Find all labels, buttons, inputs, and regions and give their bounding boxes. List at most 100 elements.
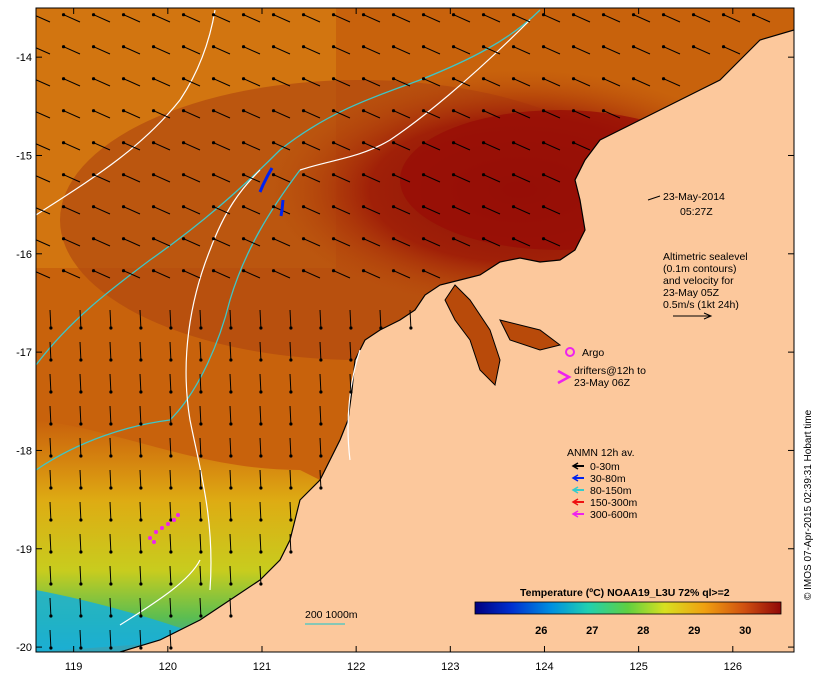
velocity-vector [139,629,142,649]
velocity-vector-head [49,518,53,522]
velocity-vector [79,373,82,393]
velocity-vector-head [32,109,35,112]
velocity-vector-head [49,582,53,586]
velocity-vector-head [391,173,396,177]
velocity-vector [259,565,262,585]
velocity-vector-head [319,358,323,362]
velocity-vector-head [151,13,156,17]
velocity-vector-head [79,646,83,650]
velocity-vector-head [61,173,66,177]
velocity-vector-head [32,205,35,208]
velocity-vector-head [259,390,263,394]
lat-tick-label: -18 [16,445,32,457]
velocity-vector [379,309,382,329]
velocity-vector-head [151,237,156,241]
isobath-1000-b [299,19,531,171]
velocity-vector-head [49,550,53,554]
velocity-vector [393,46,411,55]
velocity-vector [363,270,381,279]
velocity-vector [349,373,352,393]
velocity-vector-head [301,45,306,49]
velocity-vector [423,174,441,183]
velocity-vector [243,142,261,151]
velocity-vector [483,238,501,247]
velocity-vector-head [169,358,173,362]
velocity-vector [453,174,471,183]
velocity-vector-head [139,582,143,586]
velocity-vector [393,238,411,247]
velocity-vector-head [199,486,203,490]
velocity-vector-head [541,173,546,177]
velocity-vector [213,142,231,151]
velocity-vector [243,238,261,247]
velocity-vector-head [259,582,263,586]
velocity-vector-head [181,173,186,177]
velocity-vector [543,110,561,119]
velocity-vector [289,469,292,489]
velocity-vector-head [229,486,233,490]
velocity-vector-head [139,390,143,394]
velocity-vector-head [301,141,306,145]
velocity-vector [259,373,262,393]
velocity-vector [273,238,291,247]
velocity-vector [289,309,292,329]
velocity-vector-head [199,358,203,362]
velocity-vector [93,238,111,247]
velocity-vector-head [229,518,233,522]
velocity-vector [723,14,741,23]
velocity-vector [109,309,112,329]
velocity-vector [259,533,262,553]
velocity-vector-head [199,518,203,522]
velocity-vector-head [361,77,366,81]
velocity-vector [319,309,322,329]
velocity-vector-head [181,141,186,145]
velocity-vector [573,46,591,55]
velocity-vector-head [229,358,233,362]
velocity-vector-head [271,269,276,273]
velocity-vector-head [91,77,96,81]
velocity-vector-head [571,141,576,145]
velocity-vector [319,437,322,457]
velocity-vector [123,270,141,279]
velocity-vector-head [661,45,666,49]
velocity-vector-head [661,13,666,17]
velocity-vector [333,14,351,23]
velocity-vector [183,238,201,247]
velocity-vector-head [109,614,113,618]
velocity-vector [483,110,501,119]
velocity-vector [453,110,471,119]
velocity-vector [183,46,201,55]
velocity-vector [573,142,591,151]
velocity-vector-head [211,109,216,113]
velocity-vector-head [301,13,306,17]
anmn-arrowhead [571,498,579,506]
velocity-vector [183,174,201,183]
velocity-vector [453,46,471,55]
velocity-vector [303,46,321,55]
velocity-vector-head [91,237,96,241]
velocity-vector [123,206,141,215]
drifter-track-blue-2 [279,199,285,217]
velocity-vector-head [409,326,413,330]
lon-tick-label: 122 [347,661,365,673]
velocity-vector-head [259,550,263,554]
velocity-vector [63,78,81,87]
velocity-vector [483,78,501,87]
velocity-vector-head [511,237,516,241]
velocity-vector-head [541,205,546,209]
anmn-legend: ANMN 12h av. 0-30m30-80m80-150m150-300m3… [567,447,638,521]
velocity-vector [199,565,202,585]
velocity-vector [289,533,292,553]
velocity-vector [543,78,561,87]
velocity-vector [93,46,111,55]
velocity-vector [79,565,82,585]
velocity-vector [123,142,141,151]
velocity-vector [63,270,81,279]
velocity-vector-head [301,109,306,113]
velocity-vector-head [349,358,353,362]
velocity-vector [183,142,201,151]
velocity-vector [213,78,231,87]
velocity-vector-head [151,109,156,113]
colorbar [474,601,782,615]
velocity-vector [259,469,262,489]
